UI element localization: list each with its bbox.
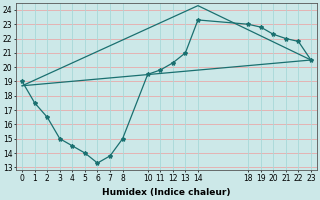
X-axis label: Humidex (Indice chaleur): Humidex (Indice chaleur) [102,188,231,197]
